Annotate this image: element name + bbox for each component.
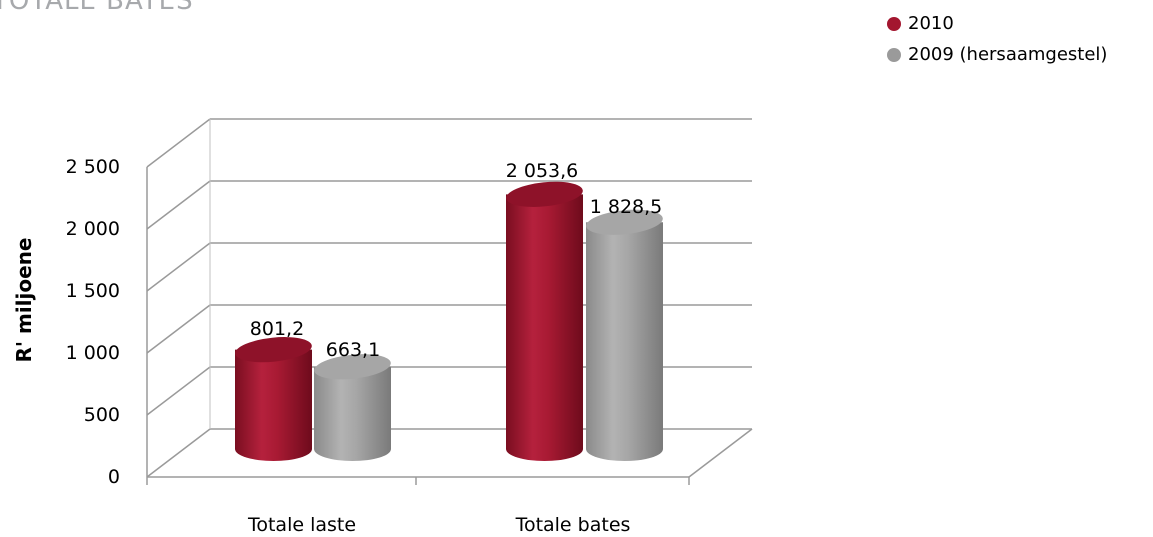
- legend-swatch-2010: [887, 16, 901, 31]
- y-axis-label: R' miljoene: [12, 238, 36, 363]
- bar-top: [235, 337, 312, 363]
- y-tick-label: 500: [84, 404, 120, 426]
- x-tick-label: Totale laste: [247, 514, 356, 536]
- gridline-diag-0: [146, 428, 211, 478]
- bar-body: [506, 194, 583, 461]
- y-tick-label: 0: [108, 466, 120, 488]
- y-tick-label: 1 000: [66, 342, 120, 364]
- legend: 2010 2009 (hersaamgestel): [887, 8, 1107, 70]
- bar-top: [506, 181, 583, 207]
- legend-item-2009: 2009 (hersaamgestel): [887, 39, 1107, 70]
- gridline-diag-4: [146, 180, 211, 230]
- gridline-diag-2: [146, 304, 211, 354]
- legend-swatch-2009: [887, 47, 901, 62]
- bar-2009 (hersaamgestel)-Totale laste: [314, 354, 391, 461]
- y-tick-label: 2 000: [66, 218, 120, 240]
- bar-top: [314, 354, 391, 380]
- bar-2009 (hersaamgestel)-Totale bates: [586, 209, 663, 461]
- legend-label-2010: 2010: [908, 13, 954, 34]
- data-label: 1 828,5: [590, 196, 663, 218]
- bar-top: [586, 209, 663, 235]
- data-label: 801,2: [250, 318, 304, 340]
- legend-label-2009: 2009 (hersaamgestel): [908, 44, 1108, 65]
- bars: [235, 181, 663, 461]
- legend-item-2010: 2010: [887, 8, 1107, 39]
- data-label: 2 053,6: [506, 160, 579, 182]
- gridline-diag-1: [146, 366, 211, 416]
- bar-2010-Totale laste: [235, 337, 312, 461]
- bar-2010-Totale bates: [506, 181, 583, 461]
- chart-title: TOTALE BATES: [0, 0, 194, 16]
- gridline-diag-5: [146, 118, 211, 168]
- data-labels: 801,2 2 053,6 663,1 1 828,5: [250, 160, 662, 361]
- y-tick-label: 2 500: [66, 156, 120, 178]
- bar-body: [586, 222, 663, 461]
- gridline-diag-3: [146, 242, 211, 292]
- bar-body: [235, 349, 312, 461]
- x-tick-label: Totale bates: [515, 514, 631, 536]
- data-label: 663,1: [326, 339, 380, 361]
- floor-right-edge: [688, 428, 753, 478]
- bar-body: [314, 366, 391, 461]
- axes: 0 500 1 000 1 500 2 000 2 500 Totale laste Tota…: [66, 119, 753, 536]
- y-tick-label: 1 500: [66, 280, 120, 302]
